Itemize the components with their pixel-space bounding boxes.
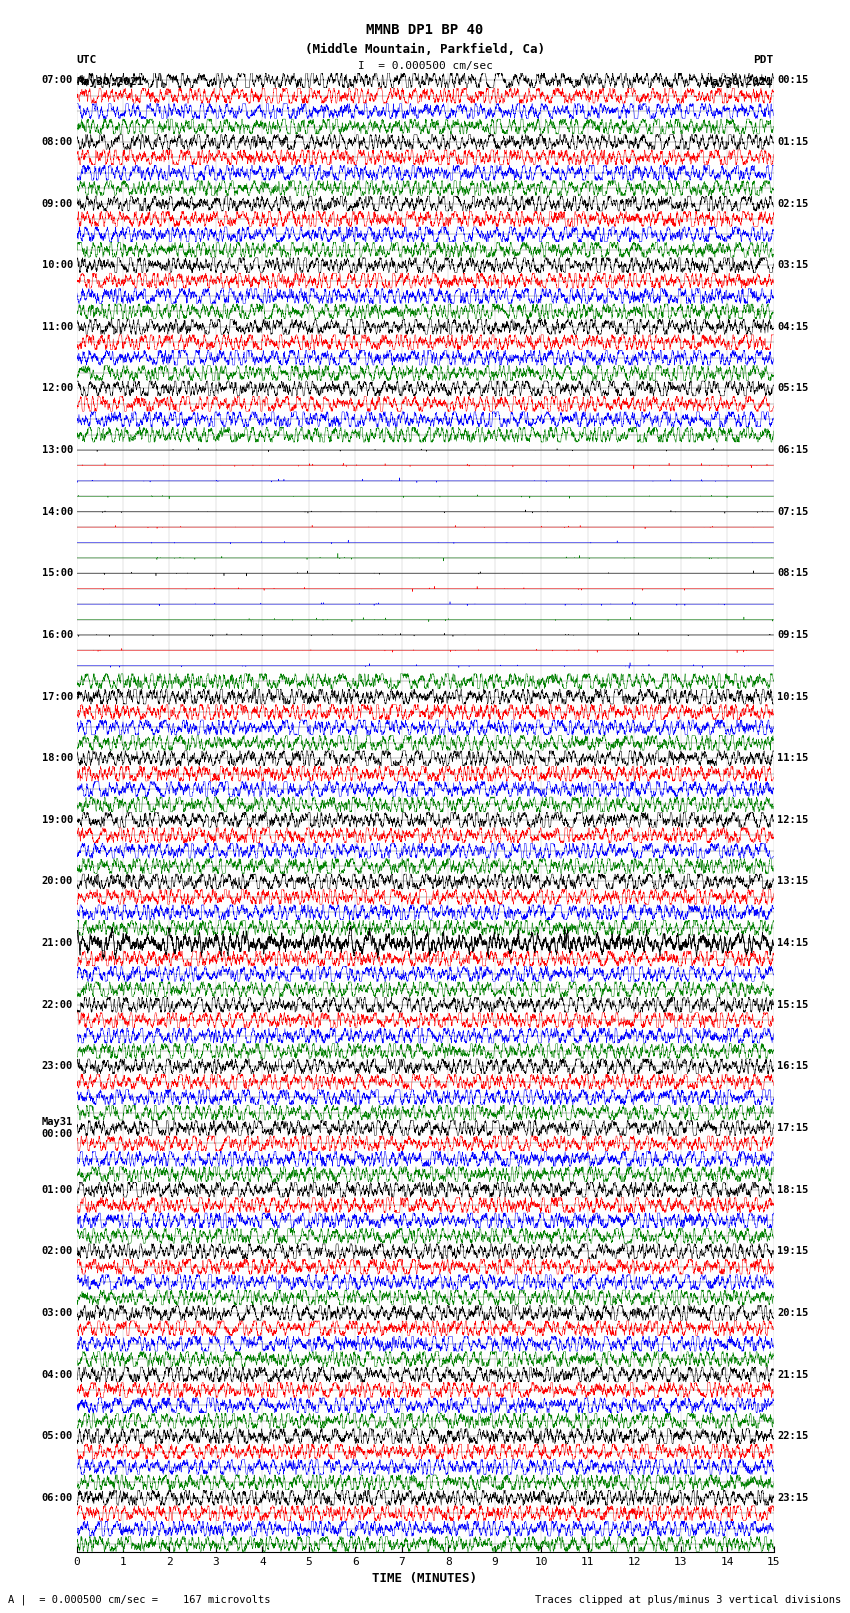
Text: 13:00: 13:00 xyxy=(42,445,73,455)
Text: 12:15: 12:15 xyxy=(777,815,808,824)
Text: 08:15: 08:15 xyxy=(777,568,808,579)
Text: 10:15: 10:15 xyxy=(777,692,808,702)
Text: May30,2021: May30,2021 xyxy=(706,77,774,87)
Text: 11:00: 11:00 xyxy=(42,323,73,332)
Text: 09:00: 09:00 xyxy=(42,198,73,208)
Text: 01:15: 01:15 xyxy=(777,137,808,147)
Text: UTC: UTC xyxy=(76,55,97,65)
Text: 19:00: 19:00 xyxy=(42,815,73,824)
Text: May31
00:00: May31 00:00 xyxy=(42,1118,73,1139)
Text: 05:00: 05:00 xyxy=(42,1431,73,1440)
Text: 08:00: 08:00 xyxy=(42,137,73,147)
Text: 00:15: 00:15 xyxy=(777,76,808,85)
Text: 03:00: 03:00 xyxy=(42,1308,73,1318)
Text: A |  = 0.000500 cm/sec =    167 microvolts: A | = 0.000500 cm/sec = 167 microvolts xyxy=(8,1594,271,1605)
Text: 17:15: 17:15 xyxy=(777,1123,808,1132)
Text: May30,2021: May30,2021 xyxy=(76,77,144,87)
Text: 10:00: 10:00 xyxy=(42,260,73,271)
Text: 02:00: 02:00 xyxy=(42,1247,73,1257)
Text: 15:00: 15:00 xyxy=(42,568,73,579)
Text: 21:00: 21:00 xyxy=(42,939,73,948)
Text: 16:00: 16:00 xyxy=(42,631,73,640)
Text: 23:00: 23:00 xyxy=(42,1061,73,1071)
Text: 22:00: 22:00 xyxy=(42,1000,73,1010)
Text: 12:00: 12:00 xyxy=(42,384,73,394)
Text: 14:15: 14:15 xyxy=(777,939,808,948)
Text: 13:15: 13:15 xyxy=(777,876,808,887)
Text: 17:00: 17:00 xyxy=(42,692,73,702)
Text: 03:15: 03:15 xyxy=(777,260,808,271)
Text: 18:00: 18:00 xyxy=(42,753,73,763)
Text: 22:15: 22:15 xyxy=(777,1431,808,1440)
X-axis label: TIME (MINUTES): TIME (MINUTES) xyxy=(372,1573,478,1586)
Text: 06:15: 06:15 xyxy=(777,445,808,455)
Text: 11:15: 11:15 xyxy=(777,753,808,763)
Text: 23:15: 23:15 xyxy=(777,1492,808,1503)
Text: 18:15: 18:15 xyxy=(777,1184,808,1195)
Text: 07:15: 07:15 xyxy=(777,506,808,516)
Text: 05:15: 05:15 xyxy=(777,384,808,394)
Text: 15:15: 15:15 xyxy=(777,1000,808,1010)
Text: MMNB DP1 BP 40: MMNB DP1 BP 40 xyxy=(366,23,484,37)
Text: 04:15: 04:15 xyxy=(777,323,808,332)
Text: (Middle Mountain, Parkfield, Ca): (Middle Mountain, Parkfield, Ca) xyxy=(305,44,545,56)
Text: 20:15: 20:15 xyxy=(777,1308,808,1318)
Text: 07:00: 07:00 xyxy=(42,76,73,85)
Text: I  = 0.000500 cm/sec: I = 0.000500 cm/sec xyxy=(358,61,492,71)
Text: 01:00: 01:00 xyxy=(42,1184,73,1195)
Text: Traces clipped at plus/minus 3 vertical divisions: Traces clipped at plus/minus 3 vertical … xyxy=(536,1595,842,1605)
Text: PDT: PDT xyxy=(753,55,774,65)
Text: 09:15: 09:15 xyxy=(777,631,808,640)
Text: 04:00: 04:00 xyxy=(42,1369,73,1379)
Text: 19:15: 19:15 xyxy=(777,1247,808,1257)
Text: 06:00: 06:00 xyxy=(42,1492,73,1503)
Text: 20:00: 20:00 xyxy=(42,876,73,887)
Text: 14:00: 14:00 xyxy=(42,506,73,516)
Text: 16:15: 16:15 xyxy=(777,1061,808,1071)
Text: 02:15: 02:15 xyxy=(777,198,808,208)
Text: 21:15: 21:15 xyxy=(777,1369,808,1379)
